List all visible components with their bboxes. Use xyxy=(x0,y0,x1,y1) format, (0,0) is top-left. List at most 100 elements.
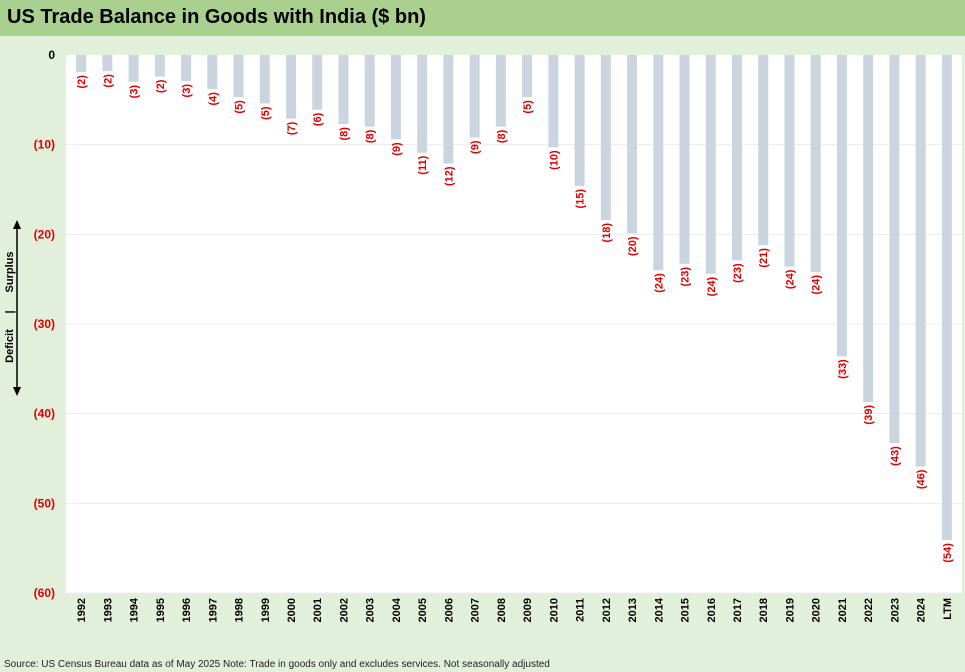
indicator-arrow-up xyxy=(13,220,21,229)
bar xyxy=(102,55,113,72)
bar xyxy=(600,55,611,220)
y-tick-label: 0 xyxy=(48,48,55,62)
title-bar: US Trade Balance in Goods with India ($ … xyxy=(0,0,965,36)
data-label: (5) xyxy=(260,106,272,120)
bar xyxy=(469,55,480,138)
chart-title: US Trade Balance in Goods with India ($ … xyxy=(7,6,426,28)
bar xyxy=(390,55,401,140)
data-label: (18) xyxy=(601,223,613,243)
x-tick-label: 1994 xyxy=(129,597,141,622)
bar xyxy=(915,55,926,467)
data-label: (23) xyxy=(732,263,744,283)
x-tick-label: 2016 xyxy=(706,598,718,622)
bar xyxy=(863,55,874,403)
data-label: (33) xyxy=(837,359,849,379)
y-tick-label: (10) xyxy=(34,138,55,152)
y-tick-label: (30) xyxy=(34,317,55,331)
y-tick-label: (40) xyxy=(34,407,55,421)
x-tick-label: 2021 xyxy=(837,598,849,622)
y-tick-labels: 0 (10) (20) (30) (40) (50) (60) xyxy=(34,48,56,600)
data-label: (54) xyxy=(942,543,954,563)
data-label: (21) xyxy=(758,248,770,268)
x-tick-label: 2014 xyxy=(653,597,665,622)
data-label: (9) xyxy=(391,142,403,156)
data-label: (46) xyxy=(916,469,928,489)
y-tick-label: (60) xyxy=(34,586,55,600)
data-label: (5) xyxy=(522,100,534,114)
surplus-deficit-indicator: Surplus | Deficit xyxy=(4,220,21,396)
data-label: (20) xyxy=(627,236,639,256)
bar xyxy=(732,55,742,261)
x-tick-label: 1999 xyxy=(260,598,272,622)
x-tick-label: 2022 xyxy=(863,598,875,622)
gridlines xyxy=(66,144,962,594)
x-tick-label: 2000 xyxy=(286,598,298,622)
x-tick-label: 2020 xyxy=(811,598,823,622)
bar xyxy=(207,55,218,90)
x-tick-label: 2004 xyxy=(391,597,403,622)
x-tick-label: 2005 xyxy=(417,598,429,622)
data-label: (23) xyxy=(680,267,692,287)
data-label: (39) xyxy=(863,405,875,425)
bar xyxy=(259,55,270,104)
data-label: (24) xyxy=(653,273,665,293)
data-label: (24) xyxy=(706,276,718,296)
bar xyxy=(836,55,847,357)
data-label: (8) xyxy=(365,129,377,143)
x-tick-label: 2024 xyxy=(916,597,928,622)
data-labels: (2) (2) (3) (2) (3) (4) (5) (5) (7) (6) (8) (8) (9) (… xyxy=(76,74,954,563)
x-tick-label: 2009 xyxy=(522,598,534,622)
bar xyxy=(495,55,506,127)
x-tick-label: 1995 xyxy=(155,598,167,622)
x-tick-label: 2010 xyxy=(548,598,560,622)
data-label: (24) xyxy=(811,275,823,295)
x-tick-label: 2015 xyxy=(680,598,692,622)
data-label: (2) xyxy=(76,75,88,89)
x-tick-label: 2003 xyxy=(365,598,377,622)
x-tick-label: 2011 xyxy=(575,598,587,622)
x-tick-label: 2012 xyxy=(601,598,613,622)
bar xyxy=(312,55,323,110)
data-label: (8) xyxy=(338,127,350,141)
x-tick-label: 1993 xyxy=(102,598,114,622)
bar xyxy=(941,55,952,541)
bar xyxy=(417,55,428,153)
bar xyxy=(286,55,296,119)
x-tick-label: 2019 xyxy=(784,598,796,622)
bar xyxy=(758,55,769,246)
bar xyxy=(154,55,165,77)
bar xyxy=(128,55,139,82)
data-label: (24) xyxy=(784,269,796,289)
x-tick-label: 1996 xyxy=(181,598,193,622)
bar xyxy=(233,55,244,98)
x-tick-label: 2001 xyxy=(312,598,324,622)
x-tick-label: 2006 xyxy=(443,598,455,622)
y-tick-label: (50) xyxy=(34,496,55,510)
bar xyxy=(889,55,900,444)
x-tick-label: 2018 xyxy=(758,598,770,622)
data-label: (2) xyxy=(102,74,114,88)
bar xyxy=(181,55,192,82)
bar xyxy=(810,55,821,272)
bars xyxy=(76,55,952,541)
x-tick-label: 2013 xyxy=(627,598,639,622)
data-label: (15) xyxy=(575,189,587,209)
data-label: (7) xyxy=(286,121,298,135)
bar xyxy=(679,55,690,264)
data-label: (3) xyxy=(181,84,193,98)
bar xyxy=(522,55,533,98)
data-label: (12) xyxy=(443,166,455,186)
y-tick-label: (20) xyxy=(34,227,55,241)
side-divider: | xyxy=(4,310,16,313)
x-tick-label: 2023 xyxy=(889,598,901,622)
x-tick-label: 1997 xyxy=(207,598,219,622)
data-label: (2) xyxy=(155,79,167,93)
data-label: (8) xyxy=(496,129,508,143)
x-tick-label: 2017 xyxy=(732,598,744,622)
data-label: (4) xyxy=(207,92,219,106)
data-label: (10) xyxy=(548,150,560,170)
data-label: (9) xyxy=(470,140,482,154)
indicator-arrow-down xyxy=(13,387,21,396)
deficit-label: Deficit xyxy=(4,329,16,363)
